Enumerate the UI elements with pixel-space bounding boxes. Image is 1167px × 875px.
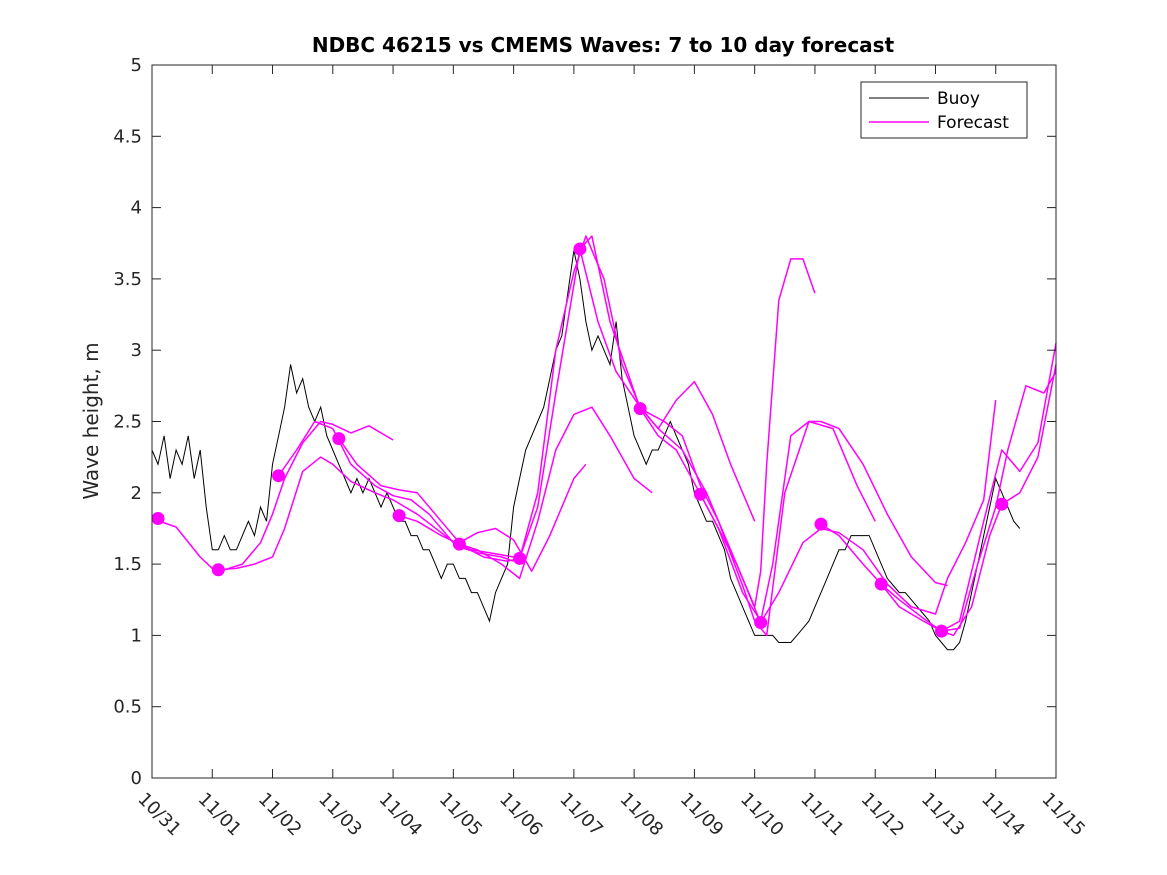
legend-label-buoy: Buoy [937, 89, 980, 109]
buoy-line [151, 250, 1021, 651]
forecast-start-marker [693, 487, 707, 501]
forecast-line-4 [338, 438, 587, 572]
y-tick-label: 4 [131, 198, 142, 219]
forecast-start-marker [934, 624, 948, 638]
forecast-start-marker [874, 577, 888, 591]
forecast-start-marker [452, 537, 466, 551]
forecast-line-1 [151, 420, 394, 571]
y-tick-label: 3.5 [113, 269, 142, 290]
forecast-start-marker [633, 402, 647, 416]
forecast-start-marker [754, 616, 768, 630]
forecast-start-marker [332, 432, 346, 446]
forecast-start-marker [513, 551, 527, 565]
forecast-start-marker [272, 469, 286, 483]
series-layer [151, 235, 1057, 651]
y-tick-label: 2 [131, 483, 142, 504]
y-tick-label: 0 [131, 768, 142, 789]
y-tick-label: 3 [131, 340, 142, 361]
forecast-start-marker [392, 509, 406, 523]
forecast-line-7 [518, 248, 816, 608]
plot-area [152, 65, 1056, 778]
forecast-line-5 [398, 406, 653, 580]
y-tick-label: 0.5 [113, 697, 142, 718]
y-tick-label: 2.5 [113, 412, 142, 433]
y-tick-label: 4.5 [113, 126, 142, 147]
y-tick-label: 1 [131, 625, 142, 646]
forecast-start-marker [211, 563, 225, 577]
forecast-line-2 [218, 456, 514, 571]
forecast-start-marker [814, 517, 828, 531]
axes-box [151, 64, 1057, 779]
forecast-start-marker [151, 511, 165, 525]
forecast-line-8 [579, 235, 876, 622]
y-axis-label: Wave height, m [79, 342, 103, 499]
legend-box [860, 81, 1028, 139]
forecast-line-9 [639, 408, 948, 637]
forecast-start-marker [995, 497, 1009, 511]
chart-title: NDBC 46215 vs CMEMS Waves: 7 to 10 day f… [312, 33, 895, 57]
forecast-line-10 [699, 400, 997, 624]
y-tick-label: 5 [131, 55, 142, 76]
forecast-line-12 [880, 371, 1057, 632]
forecast-line-13 [941, 364, 1057, 637]
forecast-start-marker [573, 242, 587, 256]
legend: Buoy Forecast [860, 81, 1028, 139]
legend-label-forecast: Forecast [937, 113, 1009, 133]
y-tick-label: 1.5 [113, 554, 142, 575]
marker-layer [151, 242, 1009, 638]
